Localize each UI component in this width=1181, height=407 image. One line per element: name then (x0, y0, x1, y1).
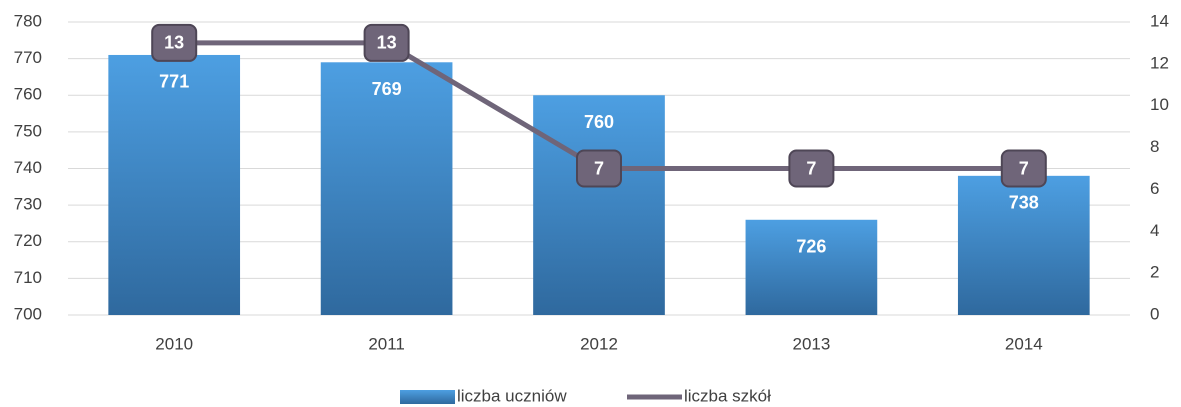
bar (320, 62, 453, 315)
y-tick-label: 750 (14, 121, 42, 140)
y-tick-label: 780 (14, 11, 42, 30)
data-label: 769 (372, 79, 402, 99)
y2-tick-label: 10 (1150, 95, 1169, 114)
data-label: 13 (164, 33, 184, 53)
y-tick-label: 770 (14, 48, 42, 67)
bar (745, 219, 878, 315)
line-marker (151, 23, 198, 62)
y2-tick-label: 12 (1150, 53, 1169, 72)
y2-tick-label: 14 (1150, 11, 1169, 30)
x-tick-label: 2010 (155, 334, 193, 353)
data-label: 7 (594, 158, 604, 178)
line-marker (576, 149, 622, 188)
bar (108, 54, 241, 316)
y2-tick-label: 0 (1150, 304, 1159, 323)
x-tick-label: 2012 (580, 334, 618, 353)
y-tick-label: 760 (14, 85, 42, 104)
bar (533, 95, 665, 315)
y2-tick-label: 4 (1150, 221, 1159, 240)
line-marker (1000, 149, 1047, 188)
y-tick-label: 730 (14, 195, 42, 214)
x-tick-label: 2011 (368, 334, 405, 353)
data-label: 771 (159, 72, 189, 92)
x-tick-label: 2014 (1005, 334, 1043, 353)
data-label: 760 (584, 112, 614, 132)
legend-swatch (400, 390, 455, 404)
legend-label: liczba szkół (684, 386, 771, 405)
y-tick-label: 700 (14, 304, 42, 323)
y-tick-label: 710 (14, 268, 42, 287)
data-label: 7 (806, 158, 816, 178)
y2-tick-label: 6 (1150, 179, 1159, 198)
data-label: 726 (796, 237, 826, 257)
bar (957, 175, 1090, 315)
y-tick-label: 720 (14, 231, 42, 250)
line-marker (788, 149, 835, 188)
y2-tick-label: 8 (1150, 137, 1159, 156)
x-tick-label: 2013 (792, 334, 830, 353)
line-marker (363, 23, 410, 62)
y-tick-label: 740 (14, 158, 42, 177)
data-label: 7 (1019, 158, 1029, 178)
y2-tick-label: 2 (1150, 263, 1159, 282)
data-label: 738 (1009, 193, 1039, 213)
legend-label: liczba uczniów (457, 386, 567, 405)
data-label: 13 (377, 33, 397, 53)
